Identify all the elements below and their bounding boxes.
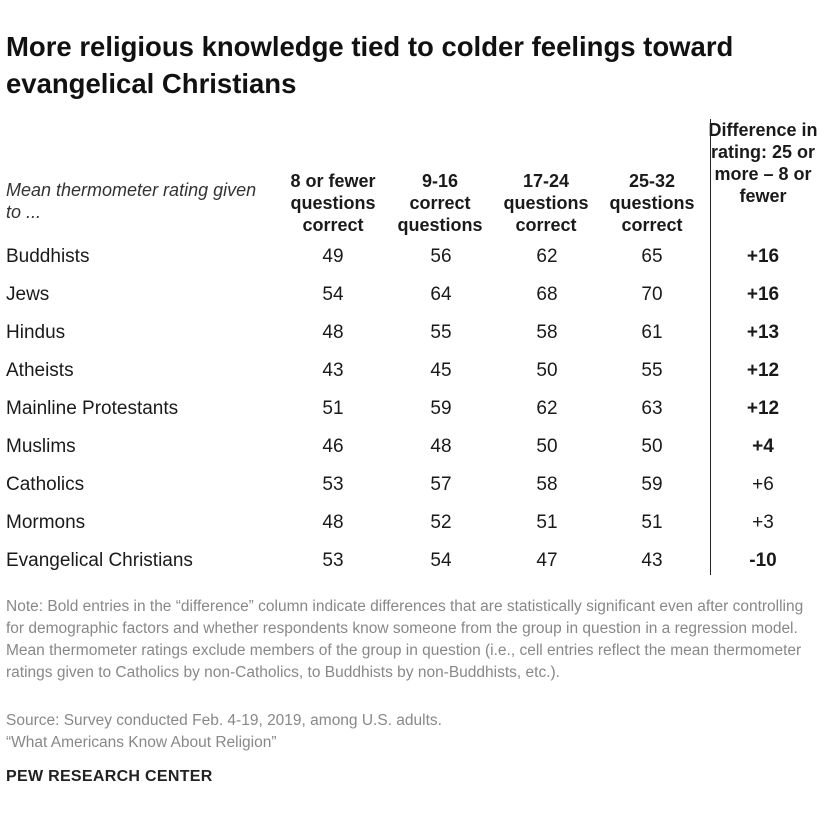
rating-cell: 61 [641,322,663,343]
table-row: Mainline Protestants 51 59 62 63 +12 [0,390,838,428]
row-label: Mainline Protestants [6,398,179,419]
rating-cell: 54 [322,284,344,305]
difference-header: Difference in rating: 25 or more – 8 or … [708,120,818,206]
rating-cell: 65 [641,246,663,267]
rating-cell: 56 [430,246,452,267]
report-title: “What Americans Know About Religion” [6,734,277,751]
rating-cell: 63 [641,398,663,419]
row-label: Hindus [6,322,66,343]
brand-logo-text: PEW RESEARCH CENTER [6,768,213,785]
rating-cell: 58 [536,322,558,343]
difference-cell: +12 [746,398,780,419]
rating-cell: 62 [536,246,558,267]
difference-cell: -10 [749,550,777,571]
table-row: Jews 54 64 68 70 +16 [0,276,838,314]
rating-cell: 49 [322,246,344,267]
rating-cell: 64 [430,284,452,305]
row-label: Muslims [6,436,76,457]
rating-cell: 43 [322,360,344,381]
rating-cell: 54 [430,550,452,571]
difference-cell: +16 [746,246,780,267]
rating-cell: 57 [430,474,452,495]
rating-cell: 50 [641,436,663,457]
rating-cell: 53 [322,550,344,571]
row-label: Mormons [6,512,86,533]
table-row: Hindus 48 55 58 61 +13 [0,314,838,352]
column-header-8-or-fewer: 8 or fewer questions correct [290,171,376,235]
chart-title: More religious knowledge tied to colder … [6,31,734,99]
rating-cell: 45 [430,360,452,381]
difference-cell: +12 [746,360,780,381]
column-header-17-24: 17-24 questions correct [503,171,589,235]
rating-cell: 62 [536,398,558,419]
rating-cell: 59 [641,474,663,495]
row-label: Catholics [6,474,85,495]
rating-cell: 59 [430,398,452,419]
table-row: Evangelical Christians 53 54 47 43 -10 [0,542,838,580]
difference-cell: +3 [752,512,774,533]
rating-cell: 46 [322,436,344,457]
row-label: Buddhists [6,246,90,267]
rating-cell: 50 [536,360,558,381]
rating-cell: 47 [536,550,558,571]
row-header: Mean thermometer rating given to ... [6,180,257,222]
footnote: Note: Bold entries in the “difference” c… [6,598,804,681]
rating-cell: 55 [430,322,452,343]
table-row: Mormons 48 52 51 51 +3 [0,504,838,542]
table-row: Muslims 46 48 50 50 +4 [0,428,838,466]
row-label: Atheists [6,360,74,381]
rating-cell: 55 [641,360,663,381]
rating-cell: 48 [322,322,344,343]
rating-cell: 68 [536,284,558,305]
difference-cell: +6 [752,474,774,495]
difference-cell: +16 [746,284,780,305]
rating-cell: 52 [430,512,452,533]
rating-cell: 53 [322,474,344,495]
difference-divider [710,119,711,575]
rating-cell: 51 [536,512,558,533]
column-header-9-16: 9-16 correct questions [397,171,483,235]
table-row: Atheists 43 45 50 55 +12 [0,352,838,390]
rating-cell: 51 [641,512,663,533]
difference-cell: +4 [752,436,774,457]
rating-cell: 50 [536,436,558,457]
table-row: Catholics 53 57 58 59 +6 [0,466,838,504]
source-line: Source: Survey conducted Feb. 4-19, 2019… [6,712,442,729]
column-header-25-32: 25-32 questions correct [609,171,695,235]
rating-cell: 48 [430,436,452,457]
row-label: Evangelical Christians [6,550,193,571]
rating-cell: 58 [536,474,558,495]
rating-cell: 43 [641,550,663,571]
row-label: Jews [6,284,50,305]
table-row: Buddhists 49 56 62 65 +16 [0,238,838,276]
rating-cell: 51 [322,398,344,419]
rating-cell: 48 [322,512,344,533]
rating-cell: 70 [641,284,663,305]
difference-cell: +13 [746,322,780,343]
